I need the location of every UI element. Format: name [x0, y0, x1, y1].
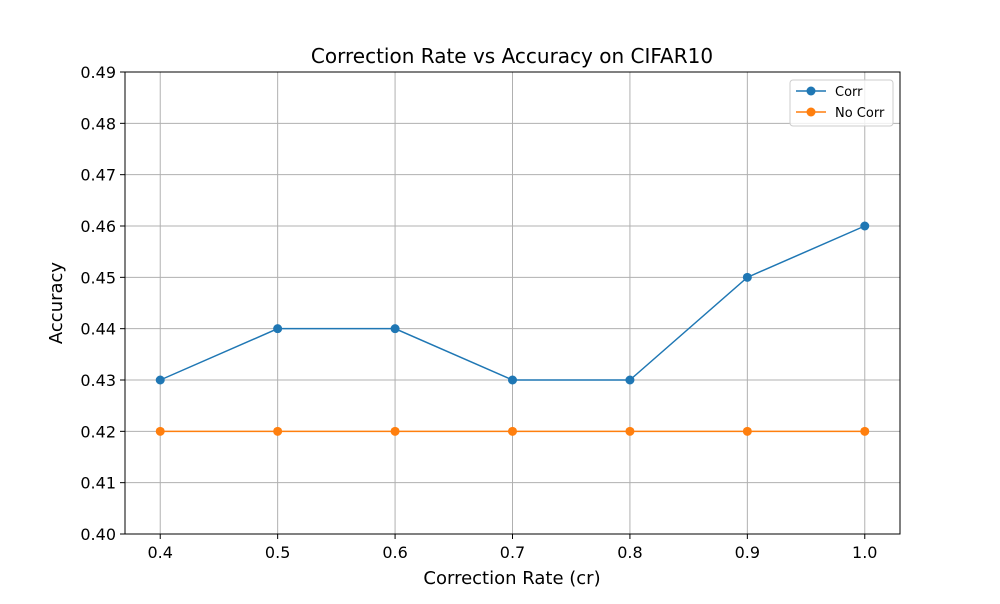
x-axis-ticks: 0.4 0.5 0.6 0.7 0.8 0.9 1.0: [148, 534, 877, 562]
data-point-corr: [625, 375, 635, 385]
x-tick-label: 0.7: [500, 543, 525, 562]
data-point-corr: [155, 375, 165, 385]
x-tick-label: 0.5: [265, 543, 290, 562]
series-layer: [155, 221, 870, 436]
y-tick-label: 0.40: [80, 525, 116, 544]
y-tick-label: 0.41: [80, 474, 116, 493]
x-axis-label: Correction Rate (cr): [423, 568, 600, 589]
x-tick-label: 1.0: [852, 543, 877, 562]
y-tick-label: 0.46: [80, 217, 116, 236]
y-tick-label: 0.43: [80, 371, 116, 390]
y-axis-ticks: 0.40 0.41 0.42 0.43 0.44 0.45 0.46 0.47 0.48 0.49: [80, 63, 125, 544]
data-point-corr: [508, 375, 517, 385]
legend-entry-no-corr: No Corr: [796, 106, 885, 121]
y-tick-label: 0.48: [80, 114, 116, 133]
data-point-no-corr: [625, 426, 635, 436]
legend-marker-no-corr: [806, 107, 816, 117]
x-tick-label: 0.4: [148, 543, 173, 562]
legend: Corr No Corr: [789, 79, 894, 127]
series-corr: [155, 221, 870, 385]
legend-entry-corr: Corr: [796, 85, 863, 100]
data-point-no-corr: [860, 426, 870, 436]
y-tick-label: 0.49: [80, 63, 116, 82]
data-point-corr: [273, 324, 283, 334]
data-point-corr: [390, 324, 400, 334]
data-point-no-corr: [742, 426, 752, 436]
y-tick-label: 0.42: [80, 422, 116, 441]
data-point-no-corr: [508, 426, 517, 436]
legend-label-no-corr: No Corr: [835, 106, 885, 121]
data-point-no-corr: [155, 426, 165, 436]
data-point-no-corr: [273, 426, 283, 436]
series-no-corr: [155, 426, 870, 436]
x-tick-label: 0.6: [382, 543, 407, 562]
data-point-corr: [742, 272, 752, 282]
legend-marker-corr: [806, 86, 816, 96]
chart-title: Correction Rate vs Accuracy on CIFAR10: [311, 44, 713, 68]
x-tick-label: 0.8: [617, 543, 642, 562]
x-tick-label: 0.9: [735, 543, 760, 562]
y-axis-label: Accuracy: [46, 262, 67, 345]
data-point-corr: [860, 221, 870, 231]
legend-label-corr: Corr: [835, 85, 863, 100]
y-tick-label: 0.44: [80, 320, 116, 339]
y-tick-label: 0.45: [80, 268, 116, 287]
data-point-no-corr: [390, 426, 400, 436]
y-tick-label: 0.47: [80, 166, 116, 185]
